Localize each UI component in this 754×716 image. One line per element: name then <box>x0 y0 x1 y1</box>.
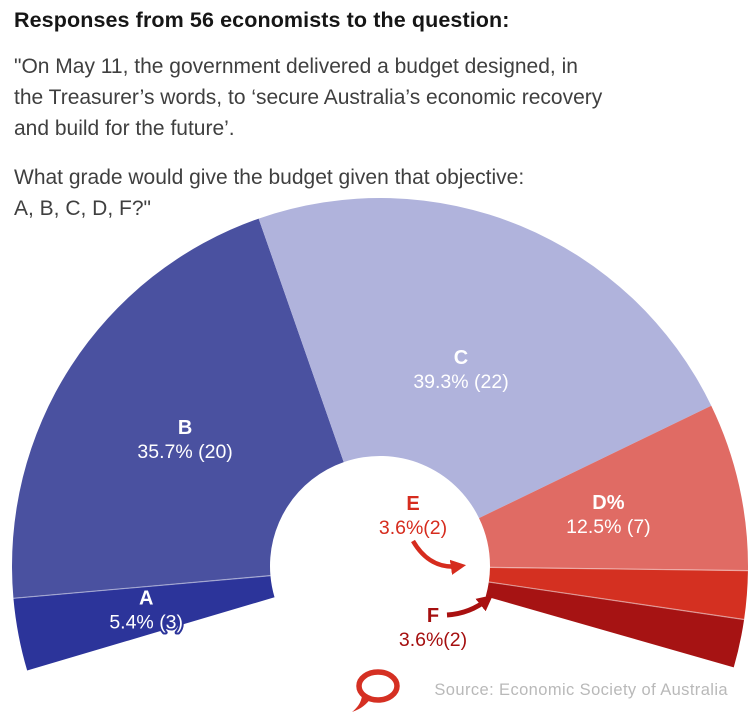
slice-A <box>13 575 275 671</box>
e-slice-value-label: 3.6%(2) <box>378 517 448 539</box>
source-attribution: Source: Economic Society of Australia <box>434 681 728 699</box>
separator-line <box>489 566 748 572</box>
speech-bubble-tail <box>352 696 371 712</box>
slice-label-A: A 5.4% (3) <box>109 587 183 633</box>
f-slice-value-label: 3.6%(2) <box>398 629 468 651</box>
e-slice-grade-label: E <box>406 493 420 515</box>
separator-line <box>488 581 745 621</box>
chart-title: Responses from 56 economists to the ques… <box>14 8 510 32</box>
separator-line <box>13 575 271 599</box>
f-slice-callout: F 3.6%(2) <box>378 604 488 652</box>
conversation-logo <box>352 669 400 712</box>
arrow-to-e-slice <box>411 539 467 575</box>
slice-B <box>11 218 344 599</box>
slice-F <box>485 581 745 668</box>
slice-labels: A 5.4% (3) B 35.7% (20) C 39.3% (22) D% 12.5% (… <box>107 347 651 635</box>
slice-label-D: D% 12.5% (7) <box>566 492 651 538</box>
slice-separators <box>13 566 748 621</box>
arrow-to-f-slice <box>446 594 493 618</box>
slice-C <box>258 198 712 519</box>
budget-quote-paragraph: "On May 11, the government delivered a b… <box>14 55 603 140</box>
grade-question-paragraph: What grade would give the budget given t… <box>14 166 525 220</box>
e-slice-callout: E 3.6%(2) <box>358 492 468 540</box>
speech-bubble-icon <box>356 669 400 703</box>
slice-label-B: B 35.7% (20) <box>137 417 232 463</box>
slice-E <box>488 567 748 620</box>
slice-label-C: C 39.3% (22) <box>413 347 508 393</box>
header: Responses from 56 economists to the ques… <box>14 8 744 224</box>
slice-D <box>479 405 748 571</box>
f-slice-grade-label: F <box>426 605 440 627</box>
donut-slices <box>11 198 748 671</box>
